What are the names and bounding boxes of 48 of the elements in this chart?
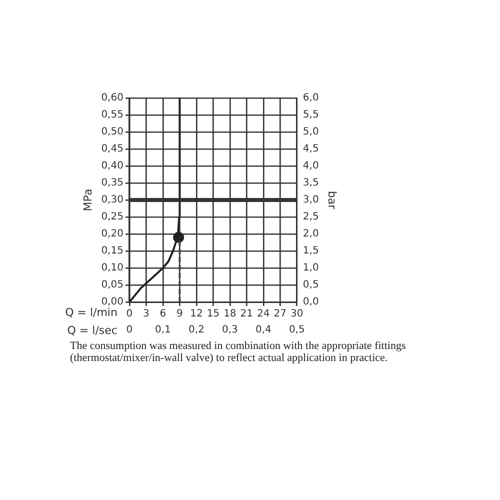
y-tick-label: 0,25 xyxy=(101,212,124,223)
y2-tick-label: 4,5 xyxy=(302,144,319,155)
x-axis-title: Q = l/min xyxy=(65,306,118,319)
x-tick-label: 3 xyxy=(143,308,150,320)
y-tick-label: 0,15 xyxy=(101,246,124,257)
x-tick-label: 30 xyxy=(290,308,304,320)
y2-tick-label: 1,0 xyxy=(302,262,319,274)
y2-tick-label: 4,0 xyxy=(302,160,319,172)
x2-tick-label: 0,5 xyxy=(288,324,305,336)
y2-tick-label: 2,0 xyxy=(302,228,319,240)
x-tick-label: 12 xyxy=(190,308,203,320)
y2-tick-label: 0,5 xyxy=(302,280,319,291)
x2-axis-title: Q = l/sec xyxy=(67,324,118,337)
y-tick-label: 0,35 xyxy=(101,178,124,189)
y2-tick-label: 5,0 xyxy=(302,126,319,138)
y-tick-label: 0,05 xyxy=(101,280,124,291)
x-tick-label: 0 xyxy=(126,308,133,320)
y-tick-label: 0,60 xyxy=(101,92,124,104)
y2-tick-label: 3,0 xyxy=(302,194,319,206)
x-tick-label: 21 xyxy=(240,308,254,320)
x-tick-label: 18 xyxy=(224,308,236,320)
x2-tick-label: 0,3 xyxy=(222,324,238,336)
x-tick-label: 24 xyxy=(257,308,270,320)
y-tick-label: 0,50 xyxy=(101,126,124,138)
x-tick-label: 9 xyxy=(176,308,183,320)
text: The consumption was measured in combination with the appropriate fittings (thermostat/mixer/in-wall valve) to reflect actual application in practice. xyxy=(70,340,407,364)
y2-tick-label: 0,0 xyxy=(302,296,319,308)
x2-tick-label: 0,4 xyxy=(255,324,272,336)
y-tick-label: 0,55 xyxy=(101,110,124,121)
y-tick-label: 0,20 xyxy=(101,228,124,240)
x2-tick-label: 0,1 xyxy=(155,324,171,336)
y-tick-label: 0,30 xyxy=(101,194,124,206)
x-tick-label: 6 xyxy=(160,308,166,320)
y2-tick-label: 1,5 xyxy=(302,246,319,257)
y2-tick-label: 2,5 xyxy=(302,212,319,223)
y2-tick-label: 3,5 xyxy=(302,178,319,189)
x-tick-label: 27 xyxy=(274,308,287,320)
y2-tick-label: 5,5 xyxy=(302,110,319,121)
y-tick-label: 0,45 xyxy=(101,144,124,155)
x2-tick-label: 0 xyxy=(126,324,133,336)
y2-axis-title: bar xyxy=(326,190,339,210)
y-tick-label: 0,00 xyxy=(101,296,124,308)
x-tick-label: 15 xyxy=(206,308,220,320)
y-tick-label: 0,10 xyxy=(101,262,124,274)
y-axis-title: MPa xyxy=(81,188,94,212)
y2-tick-label: 6,0 xyxy=(302,92,319,104)
y-tick-label: 0,40 xyxy=(101,160,124,172)
x2-tick-label: 0,2 xyxy=(188,324,204,336)
